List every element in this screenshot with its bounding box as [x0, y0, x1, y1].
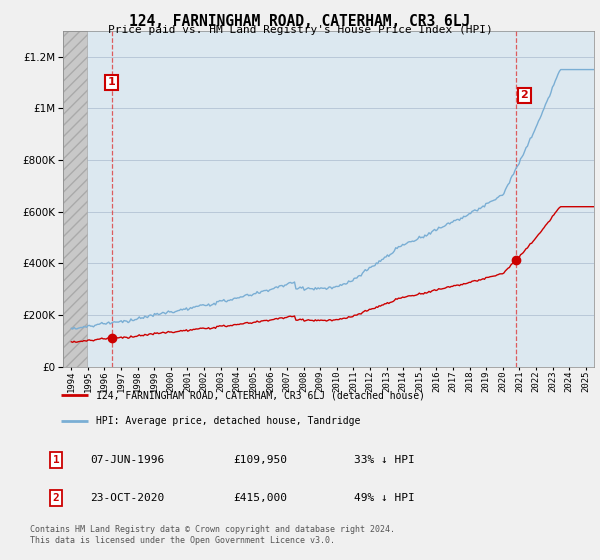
Text: £109,950: £109,950 [233, 455, 287, 465]
Text: 2: 2 [53, 493, 59, 503]
Text: 1: 1 [108, 77, 116, 87]
Text: £415,000: £415,000 [233, 493, 287, 503]
Text: 1: 1 [53, 455, 59, 465]
Text: 23-OCT-2020: 23-OCT-2020 [90, 493, 164, 503]
Text: 2: 2 [520, 90, 528, 100]
Bar [63, 31, 86, 367]
Text: 33% ↓ HPI: 33% ↓ HPI [354, 455, 415, 465]
Text: Price paid vs. HM Land Registry's House Price Index (HPI): Price paid vs. HM Land Registry's House … [107, 25, 493, 35]
Text: Contains HM Land Registry data © Crown copyright and database right 2024.
This d: Contains HM Land Registry data © Crown c… [30, 525, 395, 545]
Text: 07-JUN-1996: 07-JUN-1996 [90, 455, 164, 465]
Text: 49% ↓ HPI: 49% ↓ HPI [354, 493, 415, 503]
Text: 124, FARNINGHAM ROAD, CATERHAM, CR3 6LJ: 124, FARNINGHAM ROAD, CATERHAM, CR3 6LJ [130, 14, 470, 29]
Text: 124, FARNINGHAM ROAD, CATERHAM, CR3 6LJ (detached house): 124, FARNINGHAM ROAD, CATERHAM, CR3 6LJ … [95, 390, 425, 400]
Text: HPI: Average price, detached house, Tandridge: HPI: Average price, detached house, Tand… [95, 416, 360, 426]
